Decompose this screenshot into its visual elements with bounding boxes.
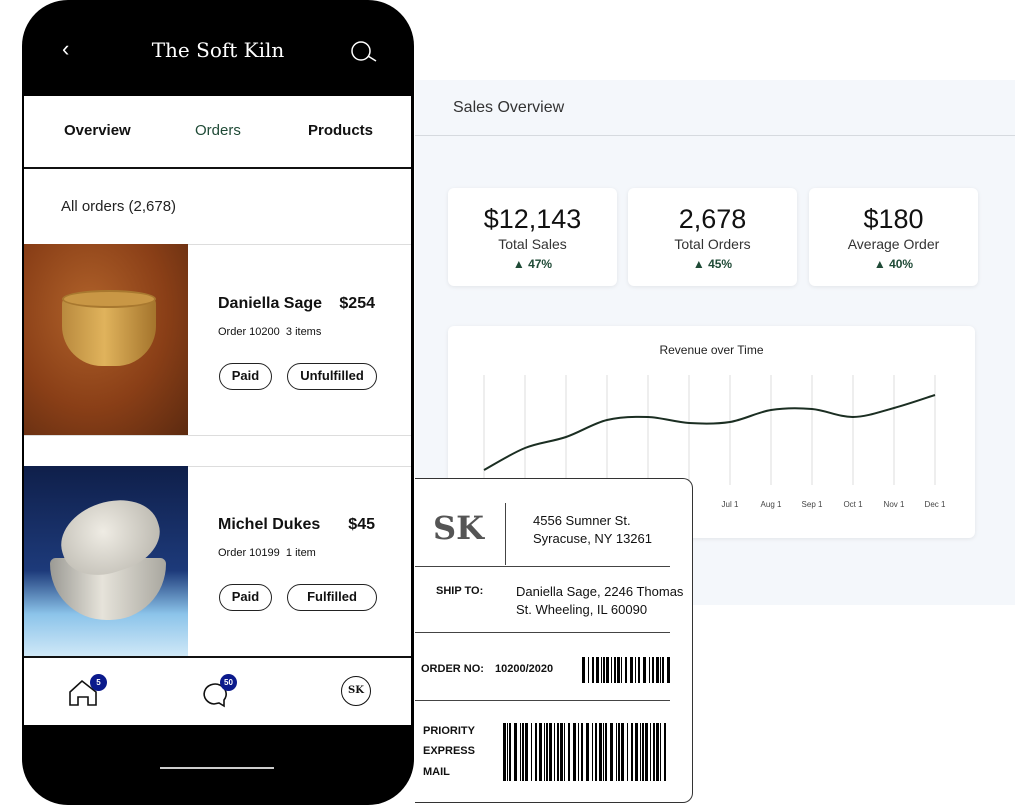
fulfillment-status-badge[interactable]: Fulfilled <box>287 584 377 611</box>
home-indicator[interactable] <box>160 767 274 769</box>
label-logo: SK <box>433 509 484 547</box>
x-tick-label: Oct 1 <box>843 500 863 509</box>
chat-bubble-icon <box>203 683 227 708</box>
ship-to-line1: Daniella Sage, 2246 Thomas <box>516 584 684 599</box>
order-row[interactable]: Michel Dukes $45 Order 10199 1 item Paid… <box>24 466 411 656</box>
order-number: Order 10200 <box>218 326 280 338</box>
from-address-line2: Syracuse, NY 13261 <box>533 531 652 546</box>
x-tick-label: Nov 1 <box>884 500 905 509</box>
divider <box>415 700 670 701</box>
order-number: Order 10199 <box>218 547 280 559</box>
item-count: 3 items <box>285 326 322 338</box>
kpi-label: Total Sales <box>498 236 567 252</box>
kpi-delta: ▲ 45% <box>692 257 733 271</box>
order-row[interactable]: Daniella Sage $254 Order 10200 3 items P… <box>24 244 411 435</box>
service-line2: EXPRESS <box>423 745 475 757</box>
avatar[interactable]: SK <box>341 676 371 706</box>
shipping-label: SK 4556 Sumner St. Syracuse, NY 13261 SH… <box>415 478 693 803</box>
service-line1: PRIORITY <box>423 725 475 737</box>
order-no-label: ORDER NO: <box>421 663 484 675</box>
divider <box>415 566 670 567</box>
kpi-value: 2,678 <box>678 204 747 234</box>
dashboard-title: Sales Overview <box>453 99 565 116</box>
divider <box>24 656 411 658</box>
kpi-total-orders: 2,678 Total Orders ▲ 45% <box>628 188 797 286</box>
ship-to-line2: St. Wheeling, IL 60090 <box>516 602 648 617</box>
revenue-chart: Jul 1 Aug 1 Sep 1 Oct 1 Nov 1 Dec 1 <box>483 375 946 509</box>
tab-overview[interactable]: Overview <box>64 122 131 139</box>
nav-home[interactable]: 5 <box>68 674 108 708</box>
payment-status-badge[interactable]: Paid <box>219 363 272 390</box>
kpi-value: $12,143 <box>483 204 582 234</box>
kpi-delta: ▲ 40% <box>873 257 914 271</box>
order-product-photo <box>24 466 188 656</box>
home-icon <box>69 679 97 706</box>
fulfillment-status-badge[interactable]: Unfulfilled <box>287 363 377 390</box>
divider <box>415 135 1015 136</box>
kpi-average-order: $180 Average Order ▲ 40% <box>809 188 978 286</box>
x-tick-label: Sep 1 <box>802 500 823 509</box>
kpi-delta: ▲ 47% <box>512 257 553 271</box>
order-no-value: 10200/2020 <box>495 663 554 675</box>
kpi-label: Total Orders <box>674 236 751 252</box>
order-price: $45 <box>348 516 375 533</box>
tab-products[interactable]: Products <box>308 122 374 139</box>
all-orders-count: All orders (2,678) <box>61 198 177 215</box>
barcode-large <box>503 723 666 781</box>
barcode-small <box>582 657 670 683</box>
messages-badge: 50 <box>220 674 237 691</box>
divider <box>24 466 411 467</box>
payment-status-badge[interactable]: Paid <box>219 584 272 611</box>
app-title: The Soft Kiln <box>151 38 285 62</box>
chart-title: Revenue over Time <box>659 343 764 357</box>
phone-screen: Overview Orders Products All orders (2,6… <box>24 96 411 725</box>
kpi-label: Average Order <box>847 236 940 252</box>
divider <box>24 244 411 245</box>
home-badge: 5 <box>90 674 107 691</box>
x-tick-label: Dec 1 <box>925 500 946 509</box>
nav-messages[interactable]: 50 <box>202 674 246 708</box>
item-count: 1 item <box>285 547 316 559</box>
kpi-value: $180 <box>863 204 924 234</box>
divider <box>415 632 670 633</box>
order-meta: Order 10199 1 item <box>218 547 316 559</box>
order-product-photo <box>24 244 188 435</box>
ship-to-label: SHIP TO: <box>436 585 484 597</box>
order-price: $254 <box>339 295 375 312</box>
kpi-total-sales: $12,143 Total Sales ▲ 47% <box>448 188 617 286</box>
customer-name: Daniella Sage <box>218 295 323 312</box>
tab-orders[interactable]: Orders <box>195 122 241 139</box>
order-meta: Order 10200 3 items <box>218 326 321 338</box>
x-tick-label: Jul 1 <box>722 500 739 509</box>
divider <box>24 167 411 169</box>
x-tick-label: Aug 1 <box>761 500 782 509</box>
customer-name: Michel Dukes <box>218 516 321 533</box>
from-address-line1: 4556 Sumner St. <box>533 513 631 528</box>
divider <box>24 435 411 436</box>
divider <box>505 503 506 565</box>
search-icon[interactable] <box>350 40 378 66</box>
revenue-line <box>483 394 936 471</box>
back-chevron-icon[interactable]: ‹ <box>62 36 70 61</box>
phone-mockup: ‹ The Soft Kiln Overview Orders Products… <box>22 0 414 805</box>
service-line3: MAIL <box>423 766 450 778</box>
